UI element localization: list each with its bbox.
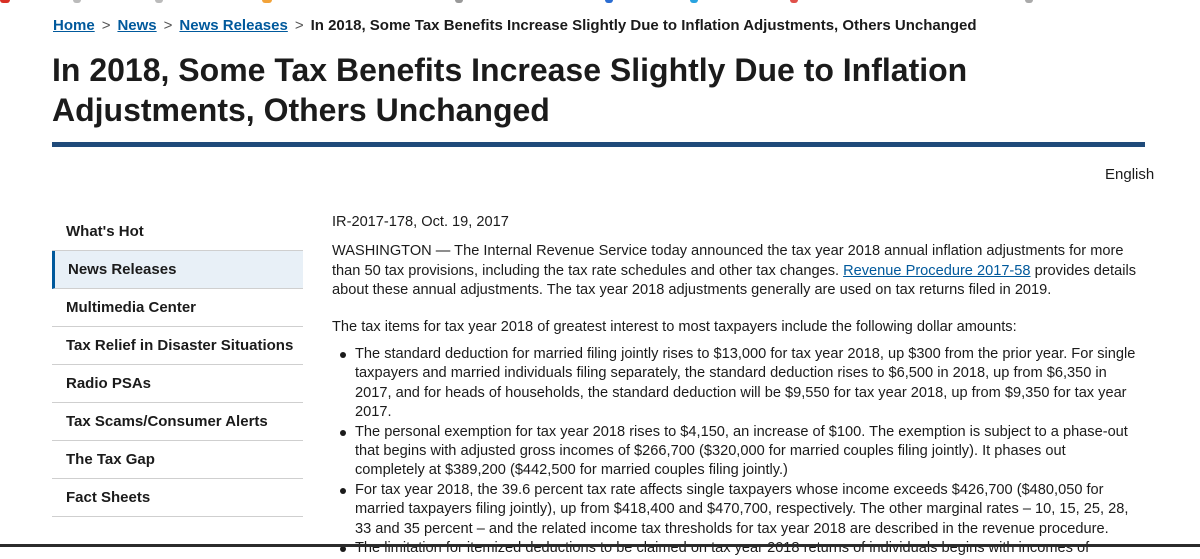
list-item: For tax year 2018, the 39.6 percent tax … [332,481,1137,539]
revenue-procedure-link[interactable]: Revenue Procedure 2017-58 [843,262,1031,279]
bookmark-icon[interactable] [690,0,698,3]
list-item: The limitation for itemized deductions t… [332,539,1137,558]
intro-paragraph: WASHINGTON — The Internal Revenue Servic… [332,242,1137,300]
sidebar-item-whats-hot[interactable]: What's Hot [52,213,303,251]
bookmark-icon[interactable] [455,0,463,3]
page-title: In 2018, Some Tax Benefits Increase Slig… [52,52,968,128]
list-item: The standard deduction for married filin… [332,345,1137,423]
intro-text: WASHINGTON — The Internal Revenue Servic… [332,243,1124,279]
bookmark-icon[interactable] [0,0,10,3]
tax-items-list: The standard deduction for married filin… [332,345,1137,558]
language-selector[interactable]: English [1105,166,1155,183]
sidebar-item-multimedia-center[interactable]: Multimedia Center [52,289,303,327]
bookmark-icon[interactable] [790,0,798,3]
breadcrumb-home-link[interactable]: Home [53,17,95,34]
bookmark-icon[interactable] [262,0,272,3]
breadcrumb-current: In 2018, Some Tax Benefits Increase Slig… [310,17,977,34]
breadcrumb-separator-icon: > [294,17,304,34]
sidebar-item-radio-psas[interactable]: Radio PSAs [52,365,303,403]
items-intro: The tax items for tax year 2018 of great… [332,318,1017,335]
breadcrumb: Home > News > News Releases > In 2018, Some Ta… [53,17,977,34]
bookmarks-strip [0,0,1200,8]
sidebar-item-tax-gap[interactable]: The Tax Gap [52,441,303,479]
breadcrumb-news-releases-link[interactable]: News Releases [179,17,288,34]
breadcrumb-news-link[interactable]: News [117,17,157,34]
intro-text-end: provides details about these annual adju… [332,262,1136,299]
sidebar-item-tax-scams[interactable]: Tax Scams/Consumer Alerts [52,403,303,441]
breadcrumb-separator-icon: > [101,17,111,34]
bookmark-icon[interactable] [73,0,81,3]
sidebar-nav: What's Hot News Releases Multimedia Cent… [52,213,303,517]
bookmark-icon[interactable] [155,0,163,3]
sidebar-item-fact-sheets[interactable]: Fact Sheets [52,479,303,517]
sidebar-item-news-releases[interactable]: News Releases [52,251,303,289]
bookmark-icon[interactable] [1025,0,1033,3]
title-divider [52,142,1145,147]
article-content: IR-2017-178, Oct. 19, 2017 WASHINGTON — … [332,213,1137,559]
sidebar-item-tax-relief-disaster[interactable]: Tax Relief in Disaster Situations [52,327,303,365]
list-item: The personal exemption for tax year 2018… [332,423,1137,481]
breadcrumb-separator-icon: > [163,17,173,34]
bookmark-icon[interactable] [605,0,613,3]
window-bottom-edge [0,544,1200,547]
release-id: IR-2017-178, Oct. 19, 2017 [332,214,509,230]
